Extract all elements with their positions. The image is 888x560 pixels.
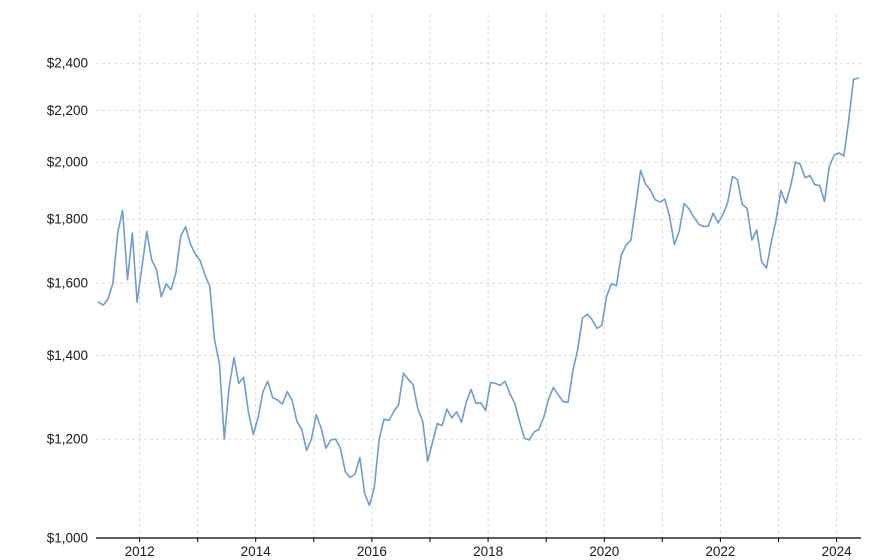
y-tick-label: $1,600 xyxy=(47,276,88,291)
y-tick-label: $2,200 xyxy=(47,103,88,118)
y-tick-label: $2,000 xyxy=(47,155,88,170)
price-line xyxy=(97,77,860,507)
y-gridlines xyxy=(96,62,861,440)
y-tick-label: $1,200 xyxy=(47,432,88,447)
x-tick-label: 2018 xyxy=(473,544,503,559)
x-axis-ticks xyxy=(139,538,838,542)
y-tick-label: $1,800 xyxy=(47,212,88,227)
x-tick-label: 2014 xyxy=(241,544,272,559)
y-axis-labels: $1,000 $1,200 $1,400 $1,600 $1,800 $2,000 $2,2… xyxy=(47,56,88,546)
x-tick-label: 2012 xyxy=(125,544,155,559)
y-tick-label: $1,400 xyxy=(47,348,88,363)
x-gridlines xyxy=(139,14,838,538)
x-tick-label: 2024 xyxy=(822,544,853,559)
y-tick-label: $2,400 xyxy=(47,56,88,71)
x-tick-label: 2022 xyxy=(705,544,735,559)
x-axis-labels: 2012 2014 2016 2018 2020 2022 2024 xyxy=(125,544,853,559)
x-tick-label: 2016 xyxy=(357,544,387,559)
y-tick-label: $1,000 xyxy=(47,531,88,546)
x-tick-label: 2020 xyxy=(589,544,619,559)
